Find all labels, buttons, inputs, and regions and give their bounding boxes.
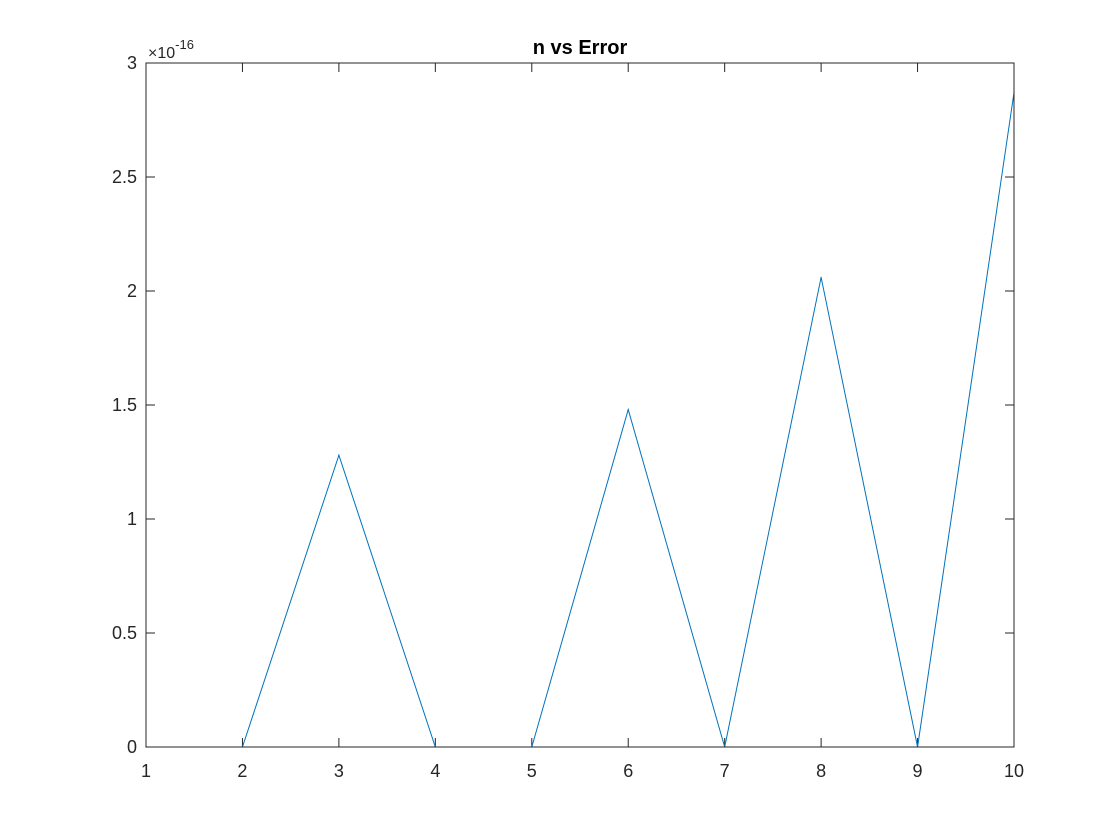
y-axis-multiplier: ×10-16 <box>148 37 194 62</box>
data-point <box>338 454 340 456</box>
data-point <box>627 408 629 411</box>
x-tick-label: 8 <box>816 761 826 781</box>
x-tick-label: 4 <box>430 761 440 781</box>
y-tick-label: 2.5 <box>112 167 137 187</box>
y-tick-label: 1.5 <box>112 395 137 415</box>
y-tick-label: 0.5 <box>112 623 137 643</box>
series-line-0 <box>146 92 1015 748</box>
y-tick-label: 1 <box>127 509 137 529</box>
x-tick-label: 1 <box>141 761 151 781</box>
y-tick-label: 2 <box>127 281 137 301</box>
data-point <box>820 276 822 278</box>
chart-title: n vs Error <box>533 37 628 59</box>
x-tick-label: 6 <box>623 761 633 781</box>
x-tick-label: 2 <box>237 761 247 781</box>
x-tick-label: 9 <box>913 761 923 781</box>
plot-box <box>145 62 1015 748</box>
x-tick-label: 10 <box>1004 761 1024 781</box>
x-tick-label: 7 <box>720 761 730 781</box>
x-tick-label: 5 <box>527 761 537 781</box>
y-tick-label: 3 <box>127 53 137 73</box>
y-multiplier-prefix: ×10 <box>148 45 175 62</box>
axes: 1 2 3 4 5 6 7 8 9 10 0 0.5 1 1.5 2 2.5 3 <box>112 53 1024 781</box>
x-tick-label: 3 <box>334 761 344 781</box>
y-multiplier-exponent: -16 <box>175 37 194 52</box>
y-tick-label: 0 <box>127 737 137 757</box>
